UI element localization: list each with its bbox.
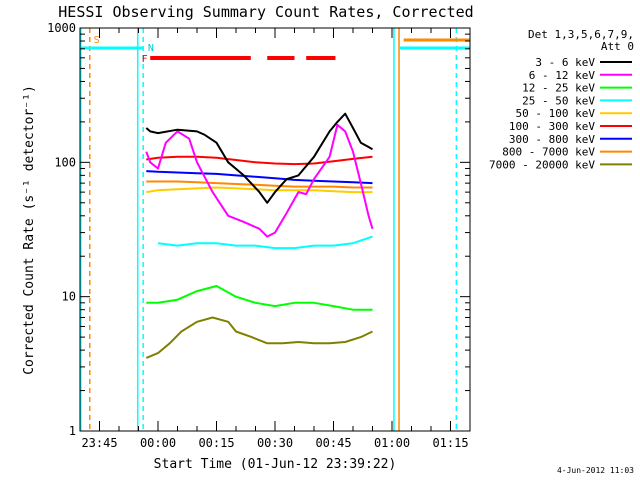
y-axis-label: Corrected Count Rate (s⁻¹ detector⁻¹) [22, 85, 37, 375]
y-tick-label: 1 [69, 424, 76, 438]
y-tick-label: 1000 [47, 21, 76, 35]
x-tick-label: 00:45 [315, 436, 351, 450]
x-axis: 23:45 00:00 00:15 00:30 00:45 01:00 01:15 [81, 28, 469, 450]
x-axis-label: Start Time (01-Jun-12 23:39:22) [154, 457, 397, 472]
plot-area: S NF [80, 28, 470, 431]
legend-label-1: 6 - 12 keV [529, 69, 596, 82]
series-line-0 [145, 112, 374, 204]
series-line-3 [157, 235, 373, 250]
legend-label-8: 7000 - 20000 keV [489, 158, 595, 171]
y-axis: 1 10 100 1000 [47, 21, 470, 438]
x-tick-label: 00:30 [257, 436, 293, 450]
series-line-1 [145, 123, 374, 238]
legend-label-0: 3 - 6 keV [535, 56, 595, 69]
footer-date: 4-Jun-2012 11:03 [557, 466, 634, 475]
plot-frame [79, 27, 471, 432]
legend-label-2: 12 - 25 keV [522, 82, 595, 95]
flag-label-saa: S [94, 35, 100, 46]
legend-label-4: 50 - 100 keV [516, 107, 596, 120]
legend-label-7: 800 - 7000 keV [502, 146, 595, 159]
series-line-2 [146, 285, 373, 311]
x-tick-label: 23:45 [81, 436, 117, 450]
chart-title: HESSI Observing Summary Count Rates, Cor… [58, 3, 473, 21]
legend-label-6: 300 - 800 keV [509, 133, 595, 146]
x-tick-label: 01:00 [374, 436, 410, 450]
y-tick-label: 10 [62, 290, 76, 304]
series-line-8 [145, 316, 373, 359]
legend-label-5: 100 - 300 keV [509, 120, 595, 133]
x-tick-label: 00:00 [140, 436, 176, 450]
flag-label-flare: F [142, 54, 148, 65]
y-tick-label: 100 [54, 155, 76, 169]
legend-label-3: 25 - 50 keV [522, 94, 595, 107]
series-line-5 [146, 155, 373, 166]
legend-header-2: Att 0 [601, 40, 634, 53]
legend-header-1: Det 1,3,5,6,7,9, [528, 28, 634, 41]
x-tick-label: 01:15 [432, 436, 468, 450]
series-line-7 [146, 180, 373, 189]
series-line-6 [146, 170, 373, 185]
x-tick-label: 00:15 [198, 436, 234, 450]
flag-label-night: N [148, 43, 154, 54]
